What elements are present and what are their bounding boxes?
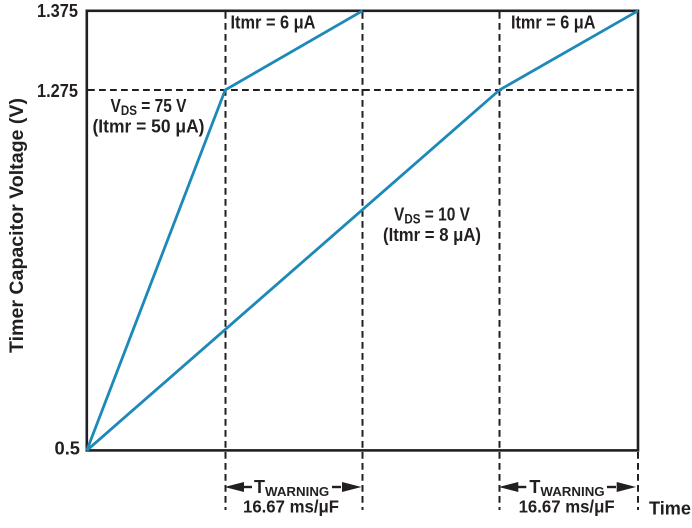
svg-text:Time: Time [649, 498, 691, 519]
svg-text:Timer Capacitor Voltage (V): Timer Capacitor Voltage (V) [7, 98, 28, 353]
svg-text:Itmr = 6 μA: Itmr = 6 μA [231, 13, 316, 33]
svg-text:16.67 ms/μF: 16.67 ms/μF [243, 497, 339, 517]
svg-text:16.67 ms/μF: 16.67 ms/μF [519, 497, 615, 517]
svg-text:1.375: 1.375 [37, 0, 78, 21]
svg-text:Itmr = 6 μA: Itmr = 6 μA [511, 13, 596, 33]
svg-text:1.275: 1.275 [37, 80, 78, 101]
svg-text:0.5: 0.5 [55, 438, 81, 459]
svg-text:(Itmr = 8 μA): (Itmr = 8 μA) [383, 225, 481, 245]
svg-text:(Itmr = 50 μA): (Itmr = 50 μA) [93, 117, 205, 137]
